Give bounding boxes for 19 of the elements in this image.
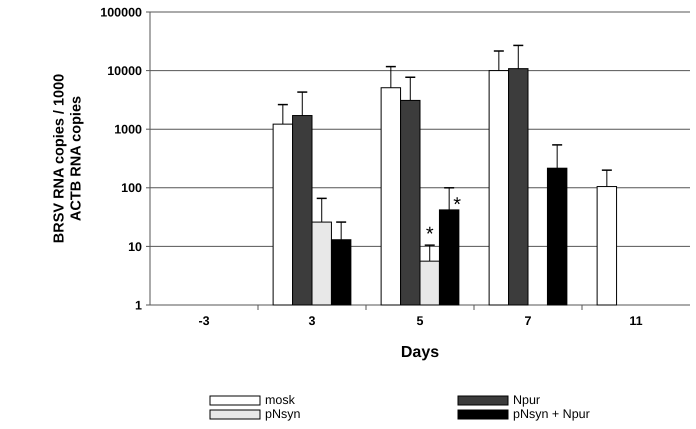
x-tick-label: 5: [416, 314, 424, 328]
x-tick-label: 7: [524, 314, 532, 328]
legend-label: pNsyn + Npur: [513, 407, 590, 421]
annotation: *: [426, 223, 434, 246]
legend-label: mosk: [265, 393, 296, 407]
annotation: *: [453, 194, 462, 216]
x-tick-label: -3: [198, 314, 210, 328]
y-tick-label: 1000: [114, 122, 142, 137]
legend-label: pNsyn: [265, 407, 300, 421]
y-axis-title: BRSV RNA copies / 1000 ACTB RNA copies: [51, 74, 85, 244]
x-axis-title: Days: [400, 344, 440, 361]
y-tick-label: 1: [135, 298, 142, 312]
legend-label: Npur: [513, 393, 540, 407]
x-tick-label: 11: [629, 314, 643, 328]
y-tick-label: 100: [121, 181, 142, 196]
y-tick-label: 100000: [100, 5, 142, 20]
x-tick-label: 3: [308, 314, 316, 328]
y-tick-label: 10: [128, 240, 142, 254]
y-tick-label: 10000: [107, 64, 142, 78]
